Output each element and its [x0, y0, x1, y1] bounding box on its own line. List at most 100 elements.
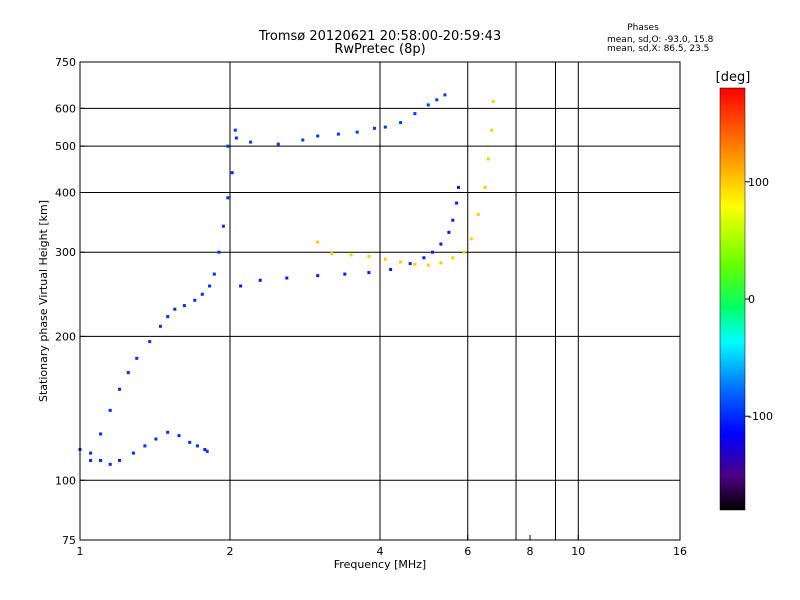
- x-axis: 1 2 4 6 8 10 16: [77, 535, 687, 558]
- point-0-13: [205, 449, 209, 453]
- colorbar: [719, 87, 746, 511]
- point-4-10: [462, 250, 466, 254]
- point-4-7: [426, 263, 430, 267]
- x-tick-label-0: 1: [77, 545, 84, 558]
- point-1-18: [230, 171, 234, 175]
- point-0-11: [195, 444, 199, 448]
- point-1-12: [200, 292, 204, 296]
- point-3-7: [355, 130, 359, 134]
- legend-title: Phases: [627, 23, 659, 33]
- colorbar-ticks: 100 0 -100: [745, 176, 773, 423]
- legend-line-o: mean, sd,O: -93.0, 15.8: [607, 35, 714, 45]
- y-axis: 75 100 200 300 400 500 600 750: [55, 56, 85, 547]
- point-4-13: [483, 185, 487, 189]
- point-4-6: [413, 262, 417, 266]
- point-0-6: [143, 444, 147, 448]
- x-tick-label-6: 16: [673, 545, 687, 558]
- point-0-10: [188, 440, 192, 444]
- point-2-11: [447, 230, 451, 234]
- colorbar-tick-label-0: 100: [748, 176, 769, 189]
- point-3-5: [316, 134, 320, 138]
- y-tick-label-7: 750: [55, 56, 76, 69]
- point-1-9: [173, 307, 177, 311]
- point-2-6: [389, 268, 393, 271]
- point-1-16: [221, 224, 225, 228]
- point-3-11: [413, 112, 417, 116]
- x-tick-label-2: 4: [377, 545, 384, 558]
- point-1-8: [166, 315, 170, 319]
- point-2-14: [457, 185, 460, 189]
- point-3-9: [383, 125, 387, 129]
- point-3-4: [301, 138, 305, 142]
- point-1-0: [89, 459, 93, 462]
- point-4-16: [491, 100, 495, 103]
- point-4-14: [486, 157, 490, 161]
- y-tick-label-2: 200: [55, 330, 76, 343]
- point-2-5: [367, 271, 371, 275]
- point-3-2: [249, 140, 253, 144]
- x-axis-label: Frequency [MHz]: [334, 558, 426, 571]
- point-0-5: [131, 451, 135, 455]
- y-tick-label-5: 500: [55, 140, 76, 153]
- colorbar-tick-label-1: 0: [748, 293, 755, 306]
- point-2-8: [422, 256, 426, 260]
- colorbar-label: [deg]: [716, 70, 751, 85]
- point-0-8: [166, 430, 170, 434]
- point-4-1: [330, 252, 334, 256]
- point-0-1: [89, 451, 93, 455]
- point-2-2: [285, 276, 289, 280]
- point-4-0: [316, 240, 320, 244]
- point-1-4: [126, 371, 130, 375]
- point-1-14: [212, 272, 216, 276]
- point-2-12: [451, 218, 455, 222]
- point-1-1: [99, 432, 103, 436]
- point-1-13: [208, 284, 212, 288]
- point-4-5: [399, 260, 403, 264]
- point-3-14: [443, 93, 447, 97]
- point-2-1: [258, 278, 262, 282]
- point-1-2: [108, 408, 112, 412]
- point-3-0: [226, 144, 230, 148]
- point-1-7: [158, 324, 162, 328]
- y-tick-label-6: 600: [55, 102, 76, 115]
- point-1-10: [182, 304, 186, 308]
- y-tick-label-3: 300: [55, 246, 76, 259]
- point-0-2: [99, 459, 103, 462]
- point-3-13: [435, 98, 439, 102]
- point-1-3: [118, 387, 121, 391]
- x-tick-label-5: 10: [571, 545, 585, 558]
- chart-title: Tromsø 20120621 20:58:00-20:59:43: [258, 29, 501, 44]
- x-tick-label-1: 2: [227, 545, 234, 558]
- point-2-10: [439, 242, 443, 246]
- point-4-2: [349, 253, 353, 257]
- point-4-8: [439, 261, 443, 265]
- y-tick-label-4: 400: [55, 186, 76, 199]
- point-1-17: [226, 196, 230, 200]
- x-tick-label-3: 6: [464, 545, 471, 558]
- point-3-10: [399, 121, 403, 125]
- point-2-9: [431, 250, 435, 254]
- point-3-6: [336, 132, 340, 136]
- legend-line-x: mean, sd,X: 86.5, 23.5: [607, 44, 709, 54]
- y-tick-label-1: 100: [55, 474, 76, 487]
- point-4-12: [476, 212, 480, 216]
- point-0-9: [177, 434, 181, 438]
- colorbar-tick-label-2: -100: [748, 410, 773, 423]
- point-2-3: [316, 274, 320, 278]
- point-0-4: [118, 459, 121, 462]
- y-tick-label-0: 75: [62, 534, 76, 547]
- chart-subtitle: RwPretec (8p): [334, 42, 425, 57]
- y-axis-label: Stationary phase Virtual Height [km]: [37, 200, 50, 402]
- point-3-8: [373, 126, 376, 130]
- point-0-7: [154, 437, 158, 441]
- point-2-13: [455, 201, 459, 205]
- point-4-15: [490, 128, 494, 132]
- point-2-7: [408, 262, 412, 266]
- point-3-3: [276, 142, 280, 146]
- point-2-4: [343, 272, 347, 276]
- point-1-15: [217, 250, 221, 254]
- point-4-9: [451, 256, 455, 260]
- point-3-12: [426, 103, 430, 107]
- point-4-11: [469, 237, 473, 241]
